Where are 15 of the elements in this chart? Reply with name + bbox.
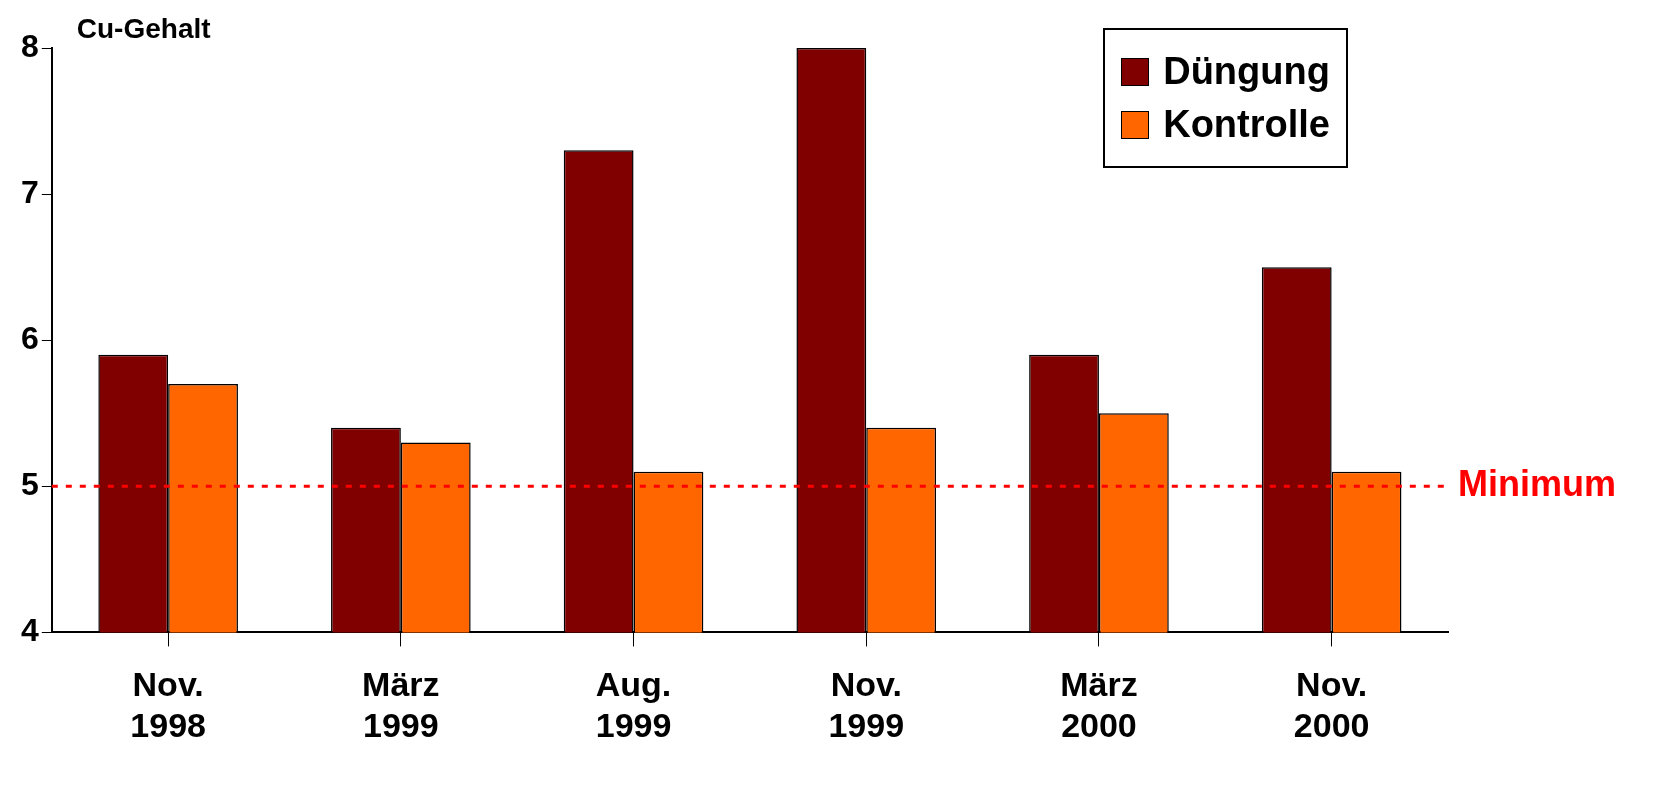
x-tick-label: März 2000 (1060, 665, 1138, 744)
y-axis-title: Cu-Gehalt (76, 12, 211, 44)
y-tick-label: 8 (21, 27, 39, 64)
x-tick-label: Nov. 2000 (1293, 665, 1370, 744)
x-tick-label: Aug. 1999 (595, 665, 672, 744)
y-tick-label: 7 (21, 173, 39, 210)
y-tick-label: 5 (21, 466, 39, 503)
legend-label: Kontrolle (1163, 103, 1330, 146)
y-tick-label: 6 (21, 320, 39, 357)
ref-line-label: Minimum (1458, 463, 1616, 505)
x-tick-label: Nov. 1998 (130, 665, 206, 744)
y-tick-label: 4 (21, 612, 39, 649)
x-tick-label: Nov. 1999 (828, 665, 905, 744)
x-tick-label: März 1999 (362, 665, 440, 744)
legend-label: Düngung (1163, 50, 1330, 93)
